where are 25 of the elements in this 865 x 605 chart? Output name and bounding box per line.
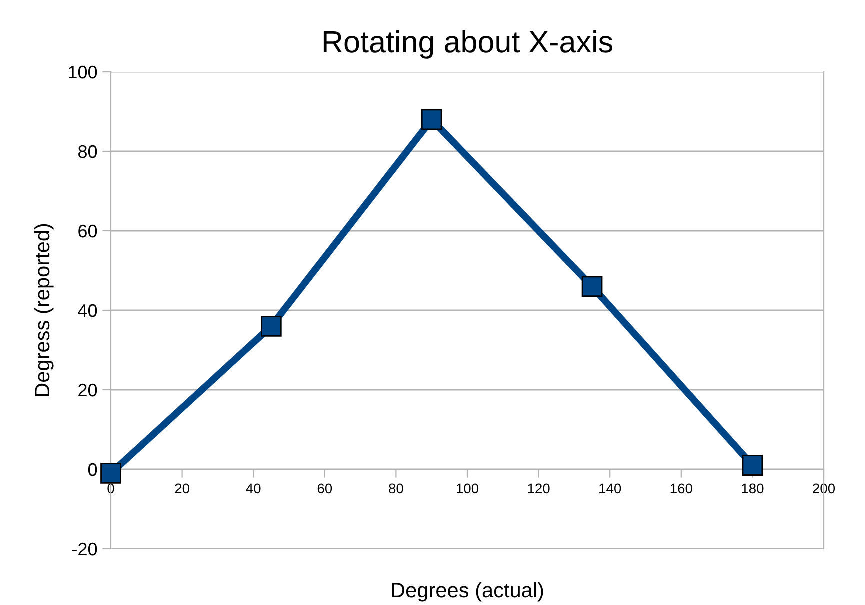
chart-title: Rotating about X-axis bbox=[324, 30, 612, 59]
y-tick-label: 100 bbox=[69, 66, 98, 79]
y-tick-label: 20 bbox=[78, 384, 98, 397]
x-tick-label: 80 bbox=[389, 484, 404, 494]
x-tick-label: 100 bbox=[456, 484, 479, 494]
point bbox=[100, 463, 122, 484]
point bbox=[421, 109, 442, 130]
x-tick-label: 160 bbox=[670, 484, 692, 494]
y-tick-label: 40 bbox=[78, 304, 98, 318]
x-tick-label: 60 bbox=[318, 484, 332, 494]
y-tick-label: 0 bbox=[88, 463, 98, 476]
point bbox=[261, 316, 282, 337]
x-tick-label: 180 bbox=[742, 484, 764, 494]
x-tick-label: 20 bbox=[175, 484, 190, 494]
point bbox=[742, 455, 764, 476]
x-tick-label: 120 bbox=[528, 484, 550, 494]
x-tick-label: 140 bbox=[600, 484, 622, 494]
x-tick-label: 200 bbox=[813, 484, 836, 494]
point bbox=[582, 276, 603, 298]
y-tick-label: 60 bbox=[78, 224, 98, 238]
x-tick-label: 40 bbox=[246, 484, 261, 494]
x-axis-title: Degrees (actual) bbox=[392, 582, 544, 602]
y-tick-label: -20 bbox=[72, 542, 98, 556]
y-axis-title: Degress (reported) bbox=[34, 224, 54, 396]
y-tick-label: 80 bbox=[78, 145, 98, 158]
